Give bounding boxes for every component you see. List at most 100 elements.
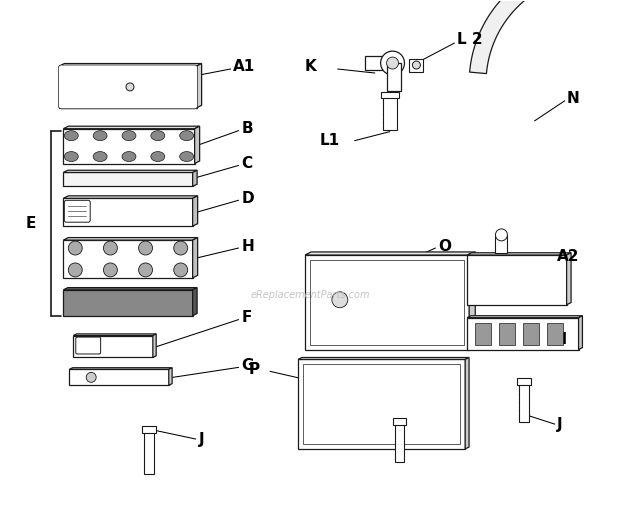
Text: N: N	[567, 91, 579, 107]
Ellipse shape	[151, 151, 165, 162]
Bar	[547, 322, 562, 345]
Circle shape	[174, 263, 188, 277]
Polygon shape	[467, 316, 582, 318]
Circle shape	[126, 83, 134, 91]
Polygon shape	[197, 63, 202, 108]
Bar	[310, 260, 464, 345]
Text: Q: Q	[437, 409, 450, 425]
Text: O: O	[438, 238, 451, 253]
Circle shape	[381, 51, 404, 75]
Bar	[60, 66, 197, 108]
Polygon shape	[567, 253, 571, 305]
Polygon shape	[469, 0, 565, 74]
Bar	[63, 240, 193, 278]
Circle shape	[139, 241, 153, 255]
Bar	[394, 424, 404, 462]
Bar	[303, 365, 460, 444]
Circle shape	[387, 57, 399, 69]
Polygon shape	[63, 126, 200, 129]
Bar	[519, 384, 529, 422]
Polygon shape	[63, 287, 197, 290]
Ellipse shape	[180, 131, 193, 141]
Text: H: H	[241, 238, 254, 253]
Polygon shape	[465, 357, 469, 449]
Polygon shape	[469, 252, 476, 350]
Text: C: C	[241, 156, 252, 171]
Bar	[499, 322, 515, 345]
Circle shape	[332, 292, 348, 308]
Text: A1: A1	[233, 59, 255, 74]
FancyBboxPatch shape	[76, 337, 100, 354]
Ellipse shape	[93, 151, 107, 162]
Polygon shape	[305, 252, 476, 255]
Bar	[142, 426, 156, 433]
Bar	[365, 56, 392, 70]
Polygon shape	[153, 334, 156, 357]
Text: L 2: L 2	[457, 32, 483, 47]
Polygon shape	[298, 357, 469, 359]
Circle shape	[104, 263, 117, 277]
Circle shape	[174, 241, 188, 255]
Text: L1: L1	[320, 133, 340, 148]
Polygon shape	[578, 316, 582, 350]
Circle shape	[495, 229, 507, 241]
Polygon shape	[195, 126, 200, 163]
Bar	[523, 322, 539, 345]
Polygon shape	[193, 287, 197, 316]
Bar	[517, 379, 531, 385]
Circle shape	[68, 263, 82, 277]
Bar	[69, 369, 169, 385]
Polygon shape	[63, 237, 198, 240]
Text: D: D	[241, 191, 254, 206]
Text: A2: A2	[557, 249, 579, 264]
Circle shape	[68, 241, 82, 255]
Bar	[409, 59, 423, 72]
Bar	[381, 92, 399, 98]
Text: M: M	[552, 332, 567, 347]
Bar	[63, 198, 193, 226]
Circle shape	[412, 61, 420, 69]
Ellipse shape	[93, 131, 107, 141]
Bar	[387, 63, 401, 91]
Ellipse shape	[122, 151, 136, 162]
Ellipse shape	[180, 151, 193, 162]
Text: J: J	[557, 417, 562, 432]
Bar	[383, 96, 397, 130]
Bar	[144, 432, 154, 474]
Bar	[63, 129, 195, 163]
Bar	[305, 255, 469, 350]
Text: B: B	[241, 121, 253, 136]
Ellipse shape	[64, 151, 78, 162]
Circle shape	[139, 263, 153, 277]
Ellipse shape	[64, 131, 78, 141]
Polygon shape	[73, 334, 156, 336]
Bar	[392, 418, 407, 425]
Bar	[63, 173, 193, 186]
Polygon shape	[193, 237, 198, 278]
Polygon shape	[63, 196, 198, 198]
Polygon shape	[169, 368, 172, 385]
Bar	[467, 318, 578, 350]
Polygon shape	[63, 170, 197, 173]
Text: K: K	[305, 59, 317, 74]
Text: eReplacementParts.com: eReplacementParts.com	[250, 290, 370, 300]
Bar	[298, 359, 465, 449]
Bar	[467, 255, 567, 305]
Bar	[475, 322, 491, 345]
Polygon shape	[60, 63, 202, 66]
FancyBboxPatch shape	[58, 65, 198, 109]
Circle shape	[86, 372, 96, 382]
Polygon shape	[193, 196, 198, 226]
FancyBboxPatch shape	[64, 200, 90, 222]
Polygon shape	[467, 253, 571, 255]
Text: E: E	[25, 216, 36, 231]
Bar	[73, 336, 153, 357]
Bar	[63, 290, 193, 316]
Text: G: G	[241, 358, 254, 373]
Bar	[495, 235, 507, 253]
Text: F: F	[241, 310, 252, 325]
Polygon shape	[69, 368, 172, 369]
Ellipse shape	[122, 131, 136, 141]
Ellipse shape	[151, 131, 165, 141]
Text: P: P	[249, 362, 259, 377]
